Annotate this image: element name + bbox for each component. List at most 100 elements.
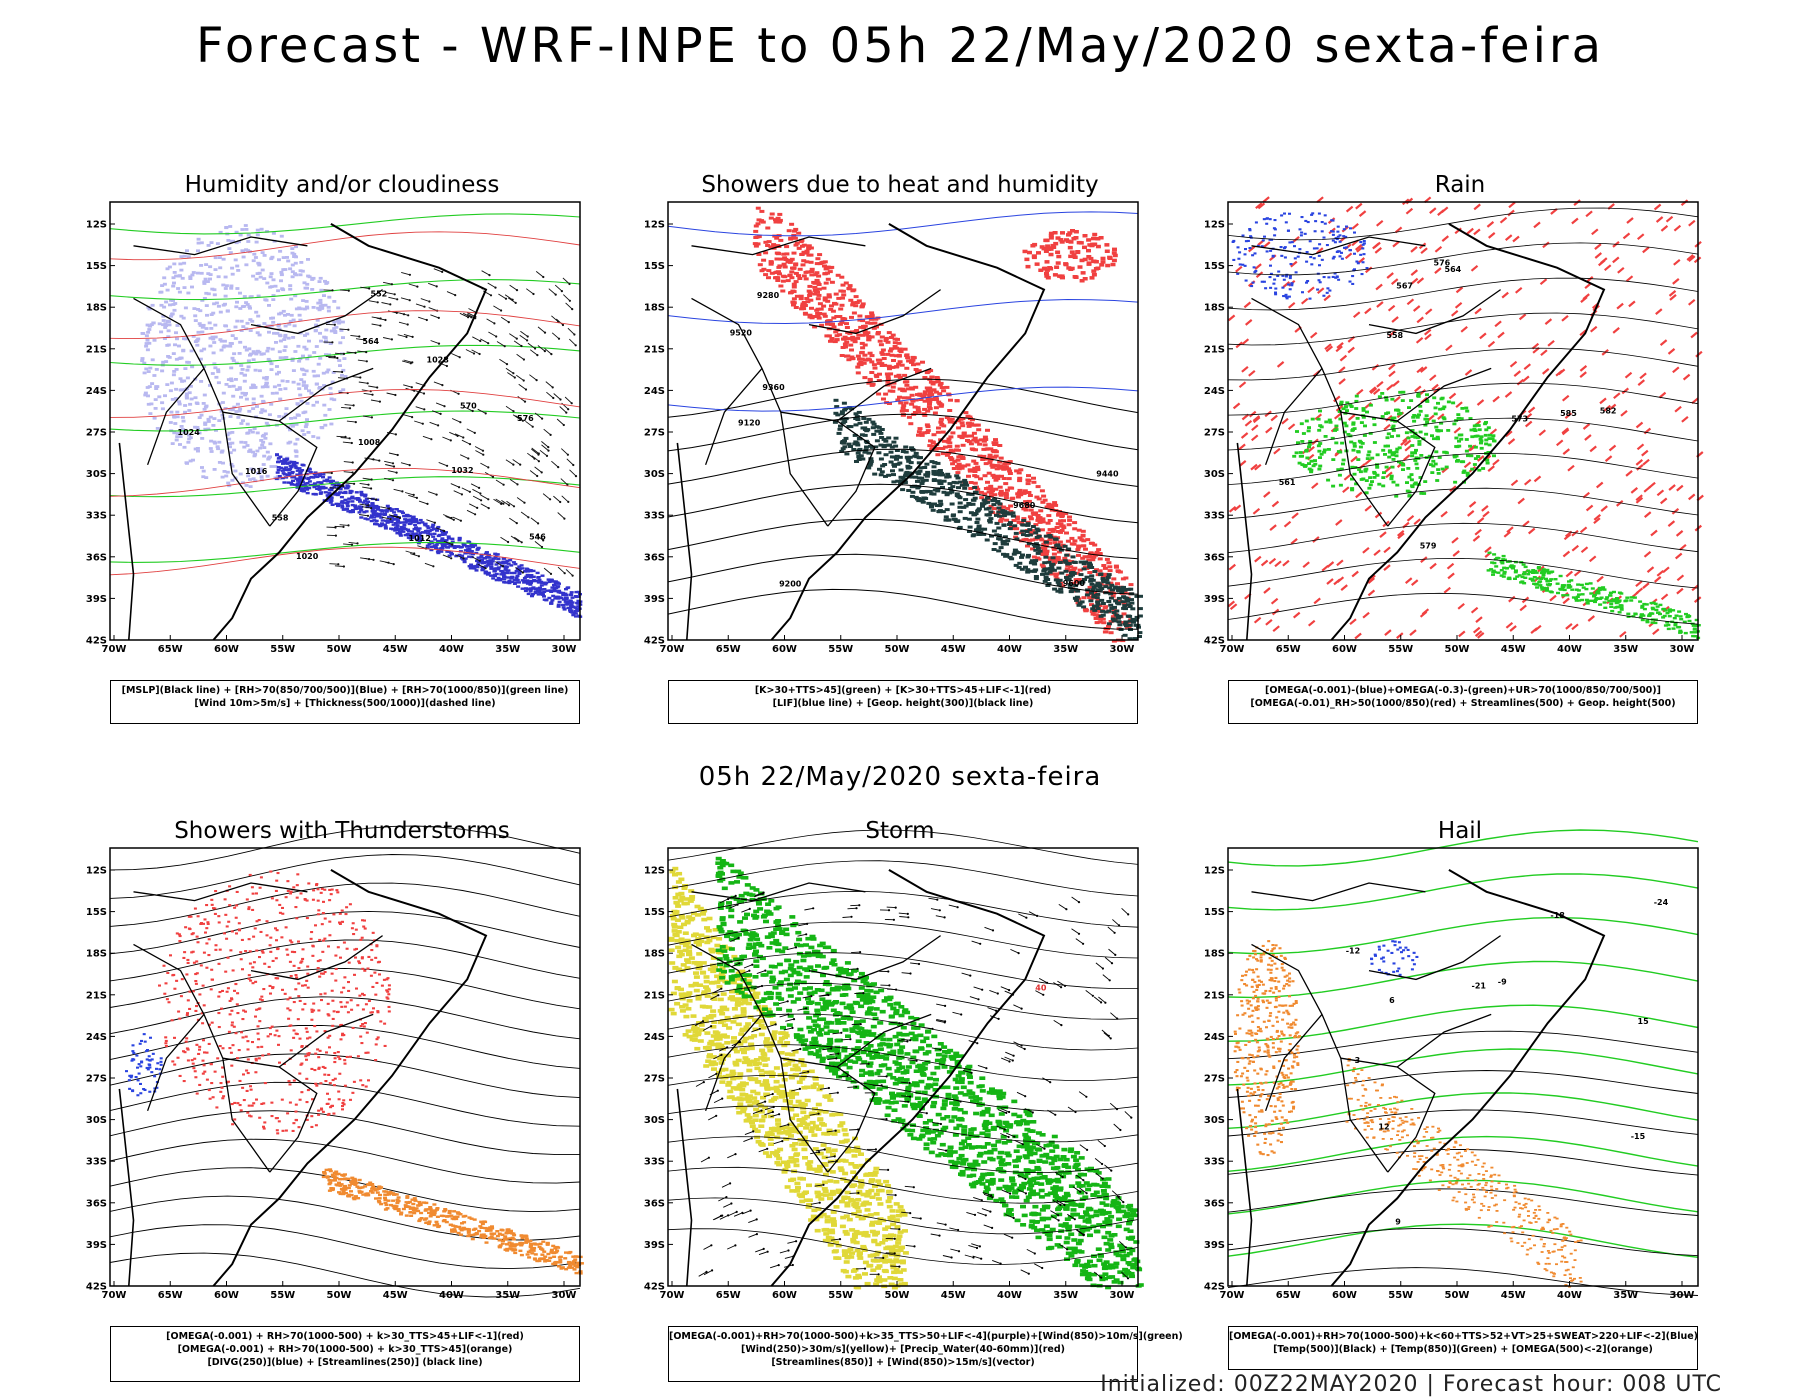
cloud-cell bbox=[219, 348, 224, 352]
wind-vector bbox=[420, 298, 430, 302]
convection-cell bbox=[1048, 233, 1054, 238]
cloud-cell bbox=[395, 521, 400, 524]
cloud-cell bbox=[316, 362, 321, 366]
cloud-cell bbox=[230, 431, 235, 434]
cloud-cell bbox=[186, 440, 191, 444]
cloud-cell bbox=[291, 336, 296, 339]
convection-cell bbox=[977, 442, 983, 446]
cloud-cell bbox=[162, 276, 167, 280]
cloud-cell bbox=[261, 463, 266, 466]
convection-cell bbox=[1084, 575, 1090, 579]
cloud-cell bbox=[353, 504, 357, 507]
cloud-cell bbox=[202, 282, 207, 285]
cloud-cell bbox=[227, 437, 232, 441]
convection-cell bbox=[816, 274, 822, 278]
cloud-cell bbox=[457, 539, 462, 542]
rain-streak bbox=[1571, 217, 1579, 225]
convection-cell bbox=[1095, 237, 1101, 241]
convection-cell bbox=[945, 491, 950, 495]
convection-cell bbox=[958, 417, 964, 421]
rain-streak bbox=[1265, 618, 1273, 626]
convection-cell bbox=[872, 472, 878, 476]
convection-cell bbox=[1055, 261, 1061, 265]
wind-vector bbox=[418, 500, 428, 505]
convection-cell bbox=[1056, 254, 1062, 259]
geopotential-contour bbox=[667, 553, 1139, 595]
cloud-cell bbox=[362, 511, 367, 514]
convection-cell bbox=[1081, 544, 1087, 548]
cloud-cell bbox=[552, 584, 557, 587]
lon-tick-label: 55W bbox=[270, 644, 295, 655]
convection-cell bbox=[1096, 583, 1102, 587]
cloud-cell bbox=[249, 386, 254, 390]
wind-vector bbox=[334, 352, 345, 355]
geopotential-contour bbox=[667, 483, 1139, 524]
wind-vector bbox=[418, 316, 427, 321]
convection-cell bbox=[988, 484, 994, 488]
wind-vector bbox=[350, 543, 354, 546]
wind-vector bbox=[362, 477, 372, 480]
convection-cell bbox=[1009, 486, 1015, 490]
cloud-cell bbox=[570, 605, 574, 608]
cloud-cell bbox=[218, 266, 223, 270]
convection-cell bbox=[1133, 618, 1139, 622]
cloud-cell bbox=[550, 586, 555, 589]
cloud-cell bbox=[206, 417, 211, 421]
convection-cell bbox=[848, 343, 854, 347]
convection-cell bbox=[886, 364, 892, 368]
convection-cell bbox=[996, 506, 1002, 510]
cloud-cell bbox=[563, 600, 568, 603]
convection-cell bbox=[1019, 555, 1025, 559]
cloud-cell bbox=[565, 603, 570, 606]
rain-streak bbox=[1248, 410, 1257, 418]
cloud-cell bbox=[286, 473, 291, 476]
rain-streak bbox=[1247, 245, 1256, 253]
convection-cell bbox=[833, 330, 839, 334]
convection-cell bbox=[1113, 599, 1119, 603]
wind-vector bbox=[458, 356, 461, 359]
convection-cell bbox=[1090, 588, 1096, 592]
rain-streak bbox=[1522, 520, 1530, 528]
cloud-cell bbox=[189, 349, 194, 353]
convection-cell bbox=[812, 292, 818, 296]
convection-cell bbox=[1102, 606, 1108, 610]
cloud-cell bbox=[568, 609, 572, 612]
rain-streak bbox=[1388, 330, 1396, 338]
convection-cell bbox=[877, 339, 883, 343]
wind-vector bbox=[557, 512, 565, 519]
rain-streak bbox=[1429, 374, 1437, 382]
convection-cell bbox=[1123, 620, 1129, 624]
convection-cell bbox=[948, 487, 954, 490]
rain-streak bbox=[1414, 385, 1422, 393]
wind-vector bbox=[543, 428, 551, 436]
cloud-cell bbox=[214, 301, 219, 305]
wind-vector bbox=[565, 569, 573, 576]
cloud-cell bbox=[525, 582, 530, 585]
rain-streak bbox=[1470, 606, 1479, 614]
cloud-cell bbox=[252, 454, 257, 458]
convection-cell bbox=[830, 309, 836, 313]
convection-cell bbox=[791, 266, 797, 270]
cloud-cell bbox=[295, 482, 300, 485]
cloud-cell bbox=[440, 541, 445, 545]
rain-streak bbox=[1636, 464, 1644, 471]
convection-cell bbox=[1130, 617, 1136, 621]
cloud-cell bbox=[365, 502, 369, 506]
convection-cell bbox=[1005, 539, 1011, 543]
wind-vector bbox=[571, 308, 574, 311]
cloud-cell bbox=[191, 271, 196, 274]
wind-vector bbox=[408, 299, 411, 302]
cloud-cell bbox=[160, 401, 165, 405]
convection-cell bbox=[885, 379, 891, 383]
convection-cell bbox=[1097, 585, 1103, 589]
wind-vector bbox=[356, 542, 359, 545]
cloud-cell bbox=[226, 481, 231, 485]
convection-cell bbox=[1087, 585, 1093, 589]
convection-cell bbox=[1080, 580, 1086, 584]
cloud-cell bbox=[234, 241, 239, 245]
convection-cell bbox=[842, 445, 848, 449]
rain-streak bbox=[1416, 316, 1424, 324]
cloud-cell bbox=[182, 254, 187, 258]
cloud-cell bbox=[255, 431, 260, 435]
cloud-cell bbox=[468, 567, 473, 570]
